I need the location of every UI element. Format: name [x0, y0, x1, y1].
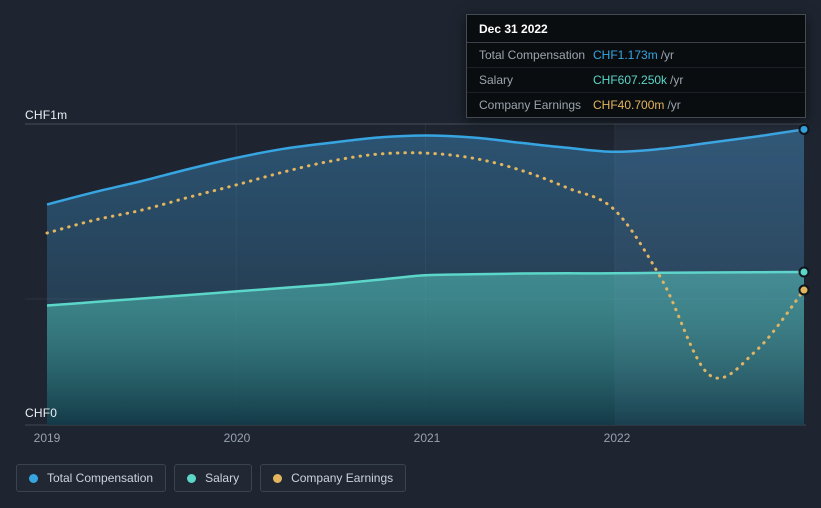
total-compensation-line: [46, 128, 805, 206]
x-axis-label-2022: 2022: [603, 431, 631, 445]
y-axis-label-top: CHF1m: [25, 108, 68, 122]
salary-endpoint-marker: [798, 266, 810, 278]
x-axis-label-2019: 2019: [33, 431, 61, 445]
chart-tooltip: Dec 31 2022 Total Compensation CHF1.173m…: [466, 14, 806, 118]
salary-series-dot-icon: [187, 473, 197, 483]
tooltip-row-total-compensation: Total Compensation CHF1.173m /yr: [467, 43, 805, 67]
legend-label: Company Earnings: [291, 471, 394, 485]
legend-label: Total Compensation: [47, 471, 154, 485]
legend-item-total-compensation[interactable]: Total Compensation: [16, 464, 167, 492]
tooltip-row-unit: /yr: [670, 73, 684, 87]
chart-lines: [45, 128, 806, 380]
tooltip-row-unit: /yr: [667, 98, 681, 112]
chart-endpoint-markers: [798, 123, 810, 296]
y-axis-label-bottom: CHF0: [25, 406, 58, 420]
tooltip-row-label: Total Compensation: [479, 48, 586, 62]
tooltip-row-label: Salary: [479, 73, 514, 87]
hover-highlight-band: [614, 124, 804, 425]
salary-line: [46, 270, 805, 307]
tooltip-row-value: CHF40.700m: [593, 98, 665, 112]
tooltip-row-value: CHF1.173m: [593, 48, 658, 62]
total-compensation-endpoint-marker: [798, 123, 810, 135]
tooltip-row-company-earnings: Company Earnings CHF40.700m /yr: [467, 92, 805, 117]
tooltip-row-salary: Salary CHF607.250k /yr: [467, 67, 805, 92]
x-axis-label-2020: 2020: [223, 431, 251, 445]
salary-area: [47, 272, 804, 425]
chart-legend: Total Compensation Salary Company Earnin…: [16, 464, 407, 492]
tooltip-row-label: Company Earnings: [479, 98, 582, 112]
legend-item-company-earnings[interactable]: Company Earnings: [260, 464, 407, 492]
company-earnings-endpoint-marker: [798, 284, 810, 296]
tooltip-date: Dec 31 2022: [467, 15, 805, 43]
tooltip-row-value: CHF607.250k: [593, 73, 668, 87]
chart-areas: [47, 129, 804, 425]
company-earnings-series-dot-icon: [273, 473, 283, 483]
legend-label: Salary: [205, 471, 240, 485]
x-axis-label-2021: 2021: [413, 431, 441, 445]
total-compensation-series-dot-icon: [29, 473, 38, 483]
legend-item-salary[interactable]: Salary: [174, 464, 253, 492]
tooltip-row-unit: /yr: [660, 48, 675, 62]
highlight-band-rect: [614, 124, 804, 425]
